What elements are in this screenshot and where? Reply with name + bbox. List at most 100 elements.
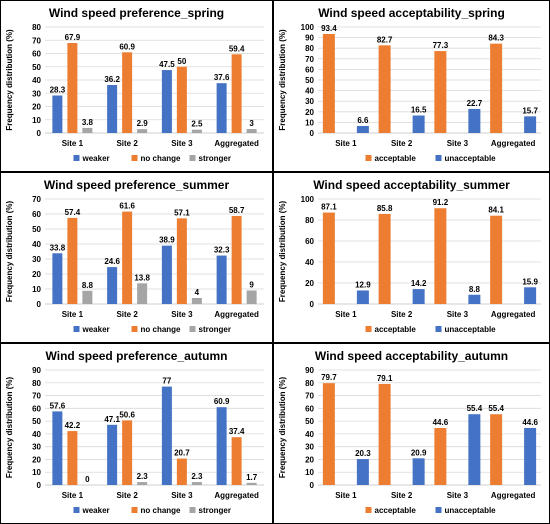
data-label: 84.3 bbox=[488, 34, 504, 43]
bar-acceptable-site-3 bbox=[434, 208, 447, 304]
y-tick-label: 30 bbox=[32, 255, 41, 264]
data-label: 16.5 bbox=[411, 106, 427, 115]
bar-weaker-site-2 bbox=[107, 267, 118, 304]
y-tick-label: 50 bbox=[32, 63, 41, 72]
y-tick-label: 40 bbox=[305, 258, 314, 267]
legend-label-stronger: stronger bbox=[199, 325, 231, 334]
legend-swatch-stronger bbox=[189, 507, 196, 513]
legend-label-unacceptable: unacceptable bbox=[445, 325, 497, 334]
bar-stronger-site-2 bbox=[137, 482, 148, 485]
data-label: 79.7 bbox=[321, 373, 337, 382]
y-axis-label: Frequency distribution (%) bbox=[278, 377, 287, 479]
y-tick-label: 40 bbox=[32, 240, 41, 249]
y-tick-label: 60 bbox=[305, 404, 314, 413]
data-label: 85.8 bbox=[377, 204, 393, 213]
data-label: 93.4 bbox=[321, 24, 337, 33]
y-tick-label: 40 bbox=[305, 87, 314, 96]
legend-label-acceptable: acceptable bbox=[375, 325, 417, 334]
bar-weaker-site-2 bbox=[107, 85, 118, 133]
y-tick-label: 80 bbox=[32, 23, 41, 32]
y-tick-label: 40 bbox=[32, 430, 41, 439]
y-tick-label: 40 bbox=[32, 76, 41, 85]
bar-no-change-site-3 bbox=[176, 218, 187, 304]
bar-unacceptable-site-1 bbox=[356, 459, 369, 485]
bar-acceptable-site-3 bbox=[434, 428, 447, 485]
legend-swatch-weaker bbox=[73, 507, 80, 513]
y-tick-label: 90 bbox=[305, 366, 314, 375]
bar-weaker-aggregated bbox=[216, 407, 227, 485]
x-tick-label: Site 1 bbox=[62, 310, 84, 319]
y-tick-label: 70 bbox=[305, 55, 314, 64]
data-label: 44.6 bbox=[522, 418, 538, 427]
y-tick-label: 20 bbox=[305, 455, 314, 464]
data-label: 22.7 bbox=[467, 99, 483, 108]
x-tick-label: Site 3 bbox=[171, 139, 193, 148]
x-tick-label: Site 2 bbox=[116, 310, 138, 319]
bar-no-change-aggregated bbox=[231, 215, 242, 304]
bar-unacceptable-aggregated bbox=[524, 116, 537, 133]
chart-title: Wind speed preference_spring bbox=[49, 6, 224, 20]
legend-swatch-unacceptable bbox=[435, 326, 442, 332]
data-label: 60.9 bbox=[119, 42, 135, 51]
data-label: 33.8 bbox=[50, 243, 66, 252]
bar-no-change-site-1 bbox=[67, 43, 78, 133]
legend-label-weaker: weaker bbox=[82, 154, 110, 163]
data-label: 38.9 bbox=[159, 236, 175, 245]
y-tick-label: 0 bbox=[310, 300, 315, 309]
data-label: 44.6 bbox=[433, 418, 449, 427]
data-label: 2.5 bbox=[191, 120, 203, 129]
bar-no-change-site-3 bbox=[176, 458, 187, 485]
y-tick-label: 20 bbox=[32, 270, 41, 279]
bar-acceptable-site-3 bbox=[434, 51, 447, 134]
data-label: 55.4 bbox=[488, 404, 504, 413]
bar-unacceptable-site-3 bbox=[468, 108, 481, 133]
y-tick-label: 20 bbox=[32, 455, 41, 464]
bar-stronger-site-3 bbox=[191, 298, 202, 304]
data-label: 87.1 bbox=[321, 203, 337, 212]
data-label: 1.7 bbox=[246, 473, 258, 482]
data-label: 8.8 bbox=[82, 281, 94, 290]
data-label: 14.2 bbox=[411, 279, 427, 288]
x-tick-label: Site 2 bbox=[116, 491, 138, 500]
bar-no-change-site-1 bbox=[67, 217, 78, 304]
chart-panel-preference-spring: Wind speed preference_spring Frequency di… bbox=[0, 0, 273, 172]
bar-weaker-site-3 bbox=[161, 245, 172, 304]
y-tick-label: 80 bbox=[305, 44, 314, 53]
bar-no-change-aggregated bbox=[231, 54, 242, 133]
y-tick-label: 50 bbox=[32, 225, 41, 234]
legend-swatch-no-change bbox=[131, 155, 138, 161]
y-tick-label: 100 bbox=[301, 195, 315, 204]
data-label: 20.3 bbox=[355, 449, 371, 458]
bar-no-change-site-1 bbox=[67, 431, 78, 485]
legend-label-stronger: stronger bbox=[199, 154, 231, 163]
y-tick-label: 0 bbox=[37, 481, 42, 490]
legend-label-unacceptable: unacceptable bbox=[445, 154, 497, 163]
legend-label-acceptable: acceptable bbox=[375, 154, 417, 163]
bar-acceptable-aggregated bbox=[490, 215, 503, 304]
data-label: 50.6 bbox=[119, 410, 135, 419]
legend-label-weaker: weaker bbox=[82, 325, 110, 334]
legend-swatch-acceptable bbox=[365, 326, 372, 332]
legend-swatch-weaker bbox=[73, 155, 80, 161]
data-label: 4 bbox=[195, 288, 200, 297]
y-tick-label: 100 bbox=[301, 23, 315, 32]
legend-label-no-change: no change bbox=[141, 325, 182, 334]
y-tick-label: 30 bbox=[305, 443, 314, 452]
y-tick-label: 70 bbox=[32, 195, 41, 204]
x-tick-label: Site 3 bbox=[171, 491, 193, 500]
y-axis-label: Frequency distribution (%) bbox=[5, 29, 14, 131]
data-label: 47.5 bbox=[159, 60, 175, 69]
bar-stronger-site-2 bbox=[137, 129, 148, 133]
bar-acceptable-site-2 bbox=[378, 383, 391, 485]
x-tick-label: Site 3 bbox=[447, 491, 469, 500]
legend-label-stronger: stronger bbox=[199, 506, 231, 515]
data-label: 55.4 bbox=[467, 404, 483, 413]
data-label: 77 bbox=[162, 377, 171, 386]
chart-title: Wind speed acceptability_summer bbox=[313, 178, 510, 192]
bar-stronger-aggregated bbox=[246, 290, 257, 304]
bar-weaker-site-3 bbox=[161, 386, 172, 485]
bar-stronger-aggregated bbox=[246, 482, 257, 485]
x-tick-label: Site 2 bbox=[391, 310, 413, 319]
legend-swatch-acceptable bbox=[365, 507, 372, 513]
